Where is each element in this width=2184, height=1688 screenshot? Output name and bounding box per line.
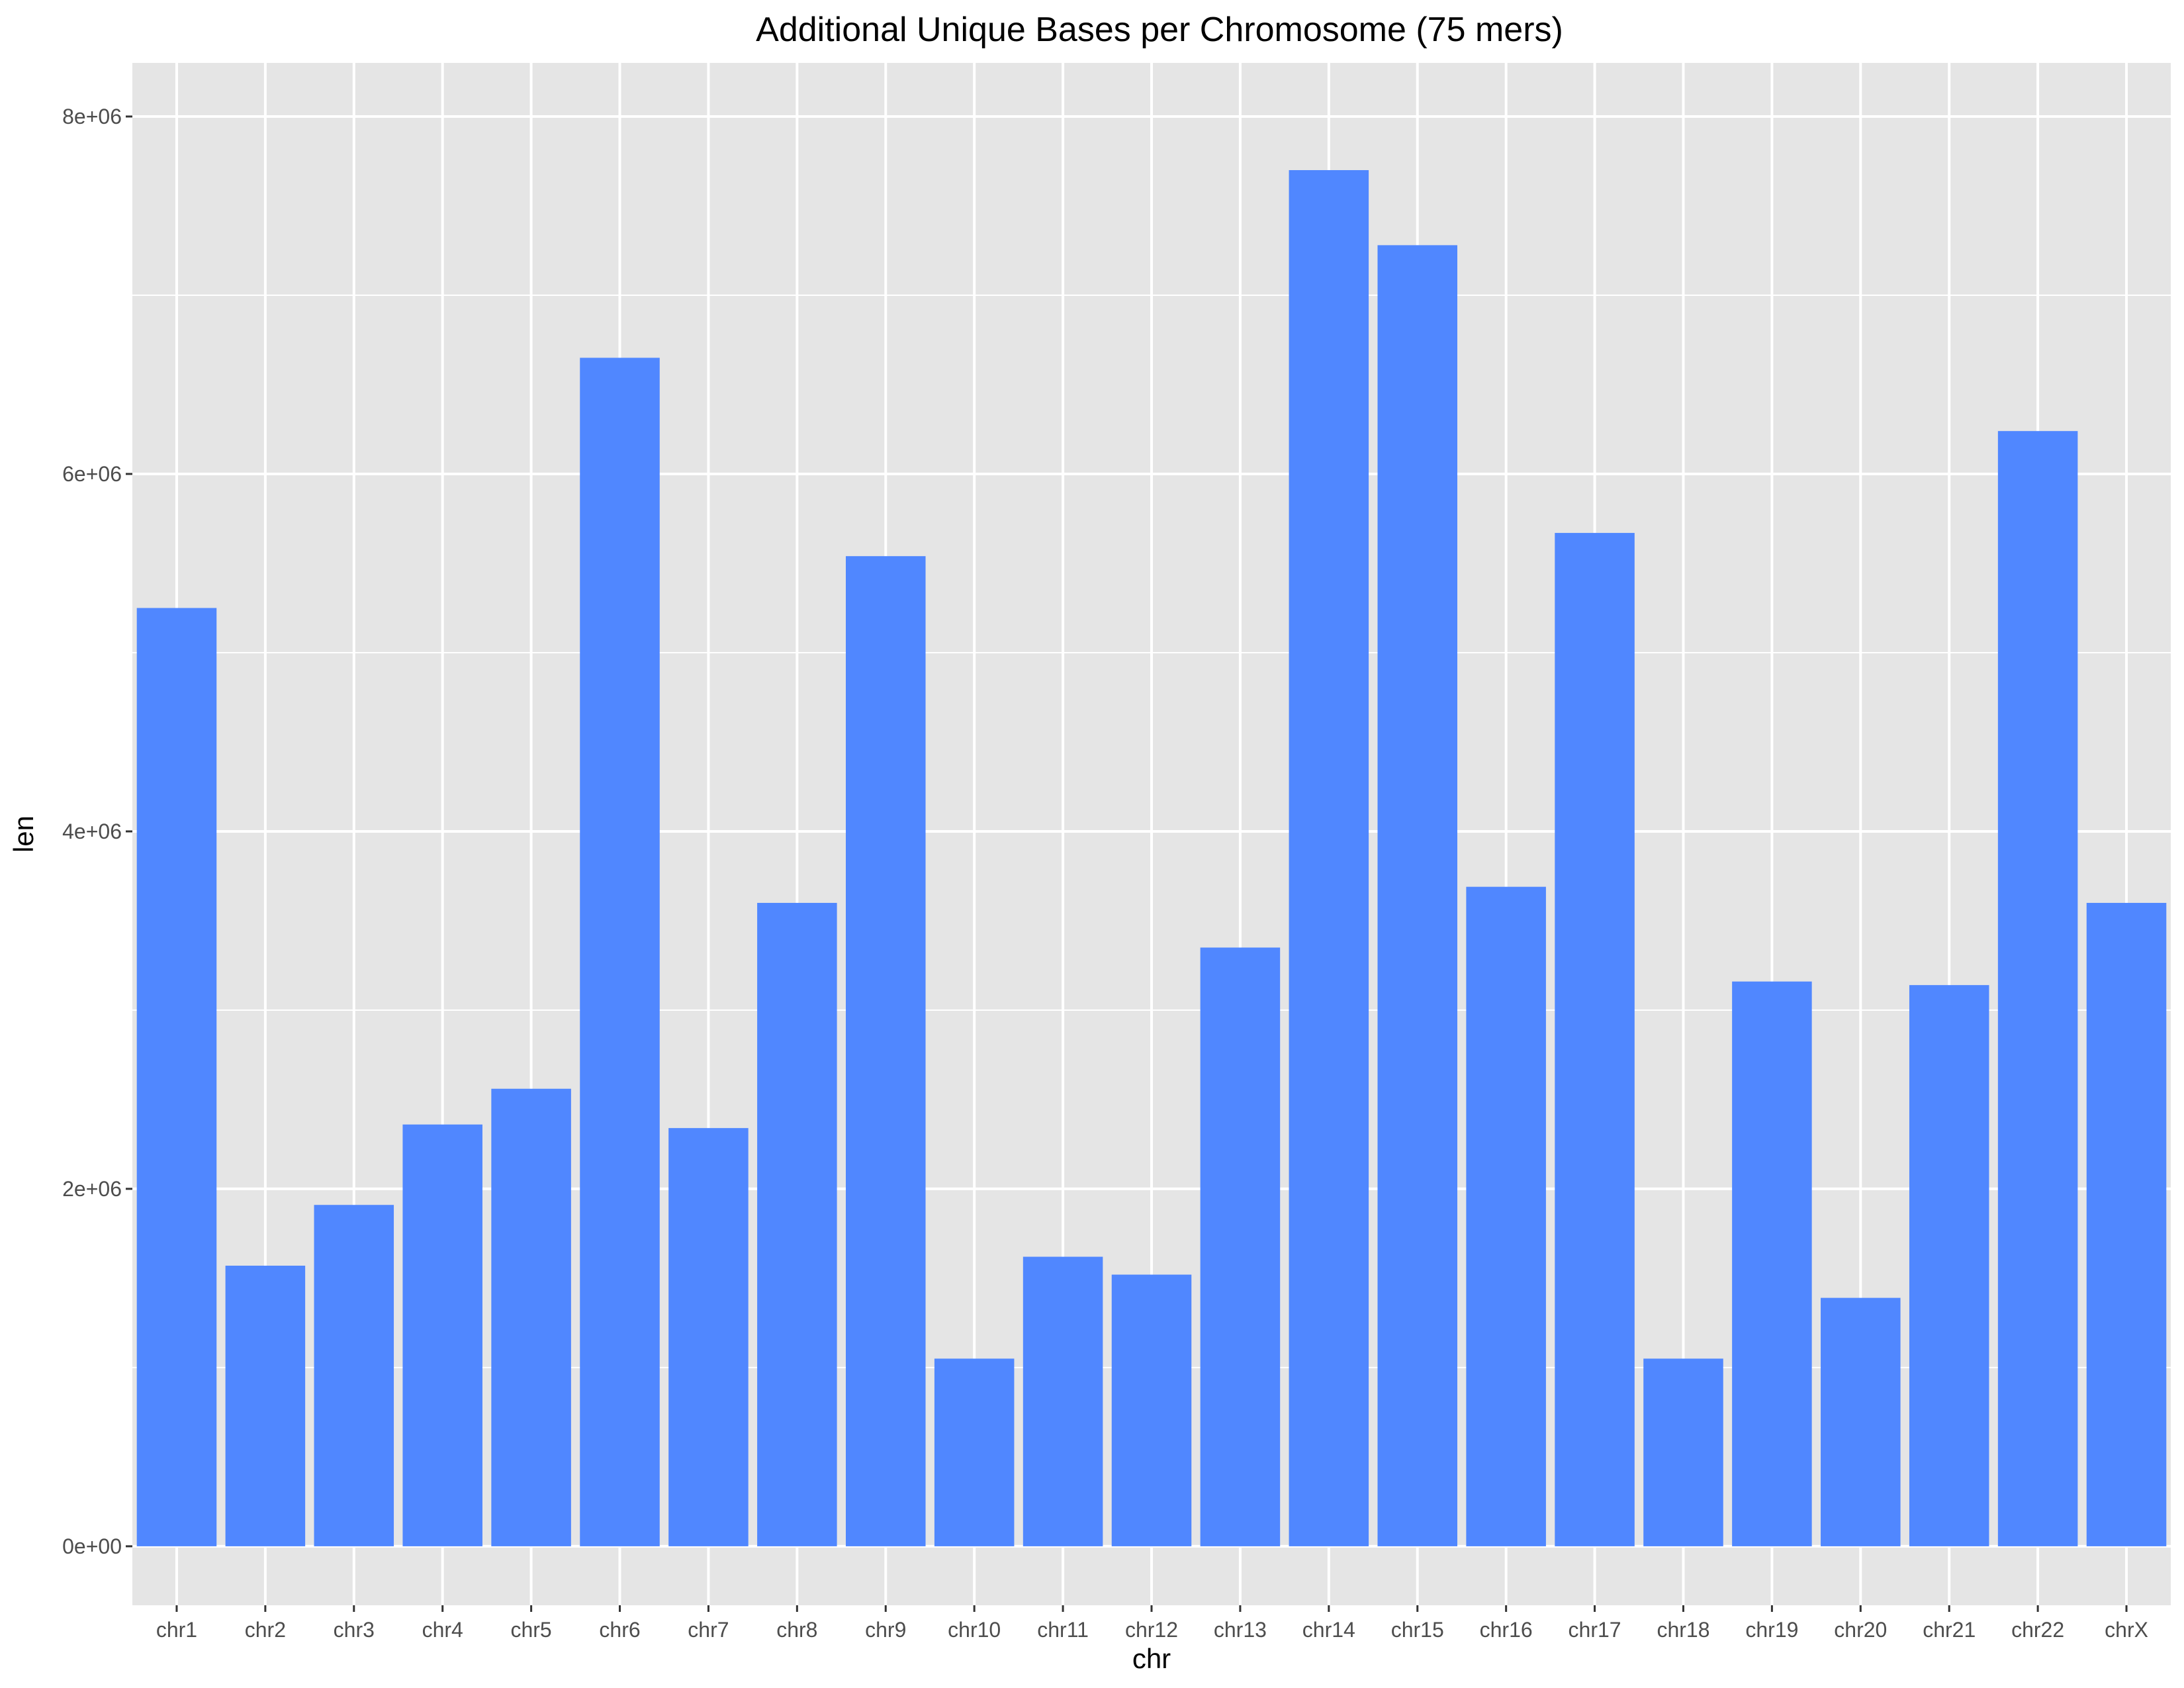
bar-chrX: [2086, 902, 2167, 1546]
x-tick-label: chr16: [1480, 1618, 1533, 1642]
y-tick-label: 2e+06: [62, 1177, 122, 1201]
x-tick-label: chr3: [334, 1618, 375, 1642]
y-tick-label: 8e+06: [62, 105, 122, 128]
bars: [136, 169, 2167, 1546]
bar-chr5: [491, 1088, 571, 1546]
x-tick-label: chr5: [510, 1618, 551, 1642]
x-tick-label: chr6: [599, 1618, 640, 1642]
x-tick-label: chr13: [1214, 1618, 1267, 1642]
bar-chr1: [136, 608, 217, 1546]
bar-chr15: [1377, 245, 1457, 1546]
x-tick-label: chr4: [422, 1618, 463, 1642]
bar-chr3: [314, 1205, 394, 1546]
bar-chr16: [1466, 886, 1546, 1546]
bar-chr22: [1997, 431, 2078, 1546]
bar-chr21: [1909, 985, 1989, 1546]
bar-chr7: [668, 1128, 749, 1546]
x-tick-label: chr8: [776, 1618, 817, 1642]
x-tick-label: chr10: [948, 1618, 1001, 1642]
x-tick-label: chr9: [865, 1618, 906, 1642]
x-tick-label: chr14: [1302, 1618, 1355, 1642]
x-tick-label: chr17: [1569, 1618, 1621, 1642]
x-tick-label: chr2: [245, 1618, 286, 1642]
y-tick-label: 6e+06: [62, 462, 122, 486]
x-tick-label: chr18: [1657, 1618, 1709, 1642]
bar-chr2: [225, 1266, 306, 1546]
bar-chr18: [1643, 1358, 1723, 1546]
x-tick-label: chr21: [1923, 1618, 1976, 1642]
bar-chr11: [1023, 1256, 1103, 1546]
x-axis-title: chr: [1132, 1643, 1171, 1674]
x-tick-label: chr19: [1745, 1618, 1798, 1642]
x-tick-label: chr1: [156, 1618, 197, 1642]
y-tick-label: 0e+00: [62, 1534, 122, 1558]
x-tick-label: chr20: [1834, 1618, 1887, 1642]
x-axis-ticks: chr1 chr2 chr3 chr4 chr5 chr6 chr7 chr8 chr9 chr1…: [156, 1605, 2148, 1642]
chart-title: Additional Unique Bases per Chromosome (…: [756, 11, 1563, 49]
x-tick-label: chr15: [1391, 1618, 1444, 1642]
y-tick-label: 4e+06: [62, 820, 122, 843]
bar-chr8: [757, 902, 837, 1546]
x-tick-label: chr7: [688, 1618, 729, 1642]
x-tick-label: chr11: [1037, 1618, 1089, 1642]
bar-chr20: [1821, 1297, 1901, 1546]
bar-chr9: [846, 556, 926, 1546]
x-tick-label: chr12: [1125, 1618, 1178, 1642]
y-axis-ticks: 0e+00 2e+06 4e+06 6e+06 8e+06: [62, 105, 132, 1558]
bar-chr4: [402, 1124, 482, 1546]
bar-chr19: [1732, 981, 1812, 1546]
x-tick-label: chr22: [2011, 1618, 2064, 1642]
bar-chr10: [934, 1358, 1015, 1546]
y-axis-title: len: [8, 816, 39, 853]
bar-chr14: [1289, 169, 1369, 1546]
x-tick-label: chrX: [2105, 1618, 2148, 1642]
bar-chr13: [1200, 947, 1281, 1546]
bar-chr12: [1111, 1274, 1192, 1546]
bar-chr6: [580, 357, 660, 1546]
bar-chr17: [1555, 533, 1635, 1546]
